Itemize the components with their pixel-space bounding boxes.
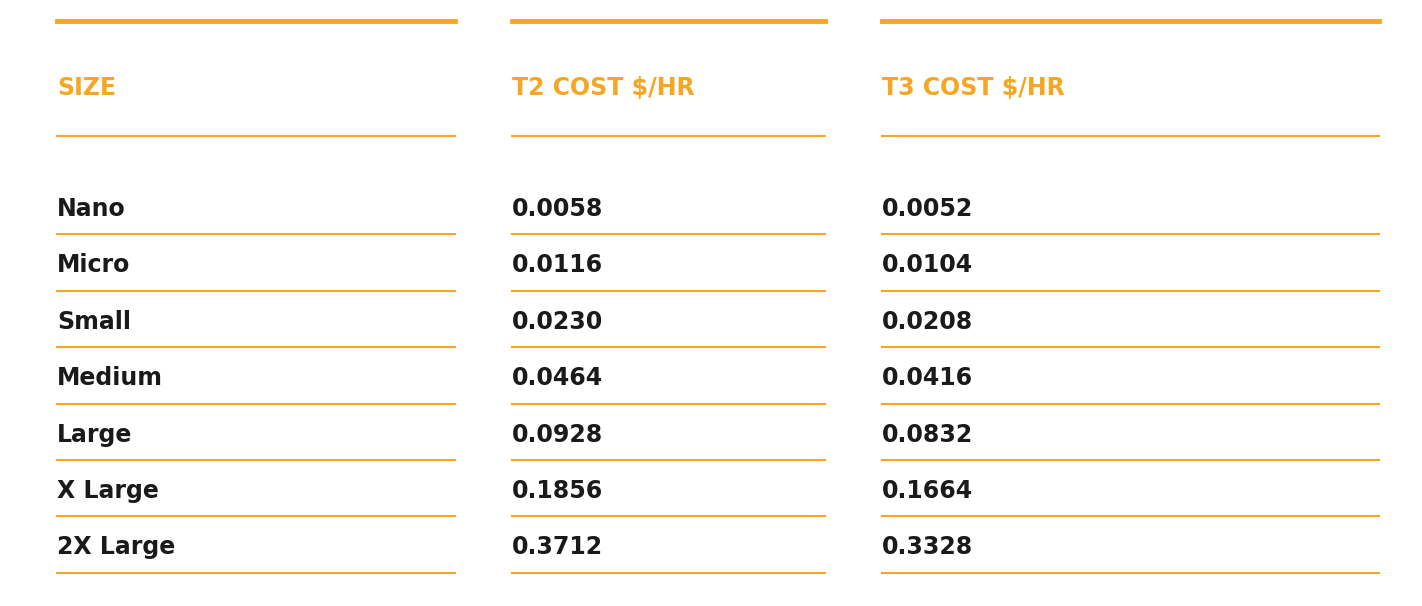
Text: 0.0058: 0.0058 bbox=[512, 197, 603, 221]
Text: X Large: X Large bbox=[57, 479, 159, 503]
Text: 0.3712: 0.3712 bbox=[512, 535, 603, 559]
Text: 0.0230: 0.0230 bbox=[512, 310, 603, 334]
Text: SIZE: SIZE bbox=[57, 76, 117, 100]
Text: Micro: Micro bbox=[57, 253, 131, 278]
Text: 0.0104: 0.0104 bbox=[882, 253, 973, 278]
Text: 0.1856: 0.1856 bbox=[512, 479, 603, 503]
Text: 0.0416: 0.0416 bbox=[882, 366, 973, 390]
Text: 0.0928: 0.0928 bbox=[512, 422, 603, 447]
Text: T3 COST $/HR: T3 COST $/HR bbox=[882, 76, 1065, 100]
Text: 0.0052: 0.0052 bbox=[882, 197, 973, 221]
Text: 2X Large: 2X Large bbox=[57, 535, 175, 559]
Text: 0.0208: 0.0208 bbox=[882, 310, 973, 334]
Text: Small: Small bbox=[57, 310, 131, 334]
Text: Large: Large bbox=[57, 422, 132, 447]
Text: 0.0116: 0.0116 bbox=[512, 253, 603, 278]
Text: Nano: Nano bbox=[57, 197, 125, 221]
Text: T2 COST $/HR: T2 COST $/HR bbox=[512, 76, 694, 100]
Text: 0.1664: 0.1664 bbox=[882, 479, 973, 503]
Text: 0.0832: 0.0832 bbox=[882, 422, 973, 447]
Text: Medium: Medium bbox=[57, 366, 164, 390]
Text: 0.0464: 0.0464 bbox=[512, 366, 603, 390]
Text: 0.3328: 0.3328 bbox=[882, 535, 973, 559]
